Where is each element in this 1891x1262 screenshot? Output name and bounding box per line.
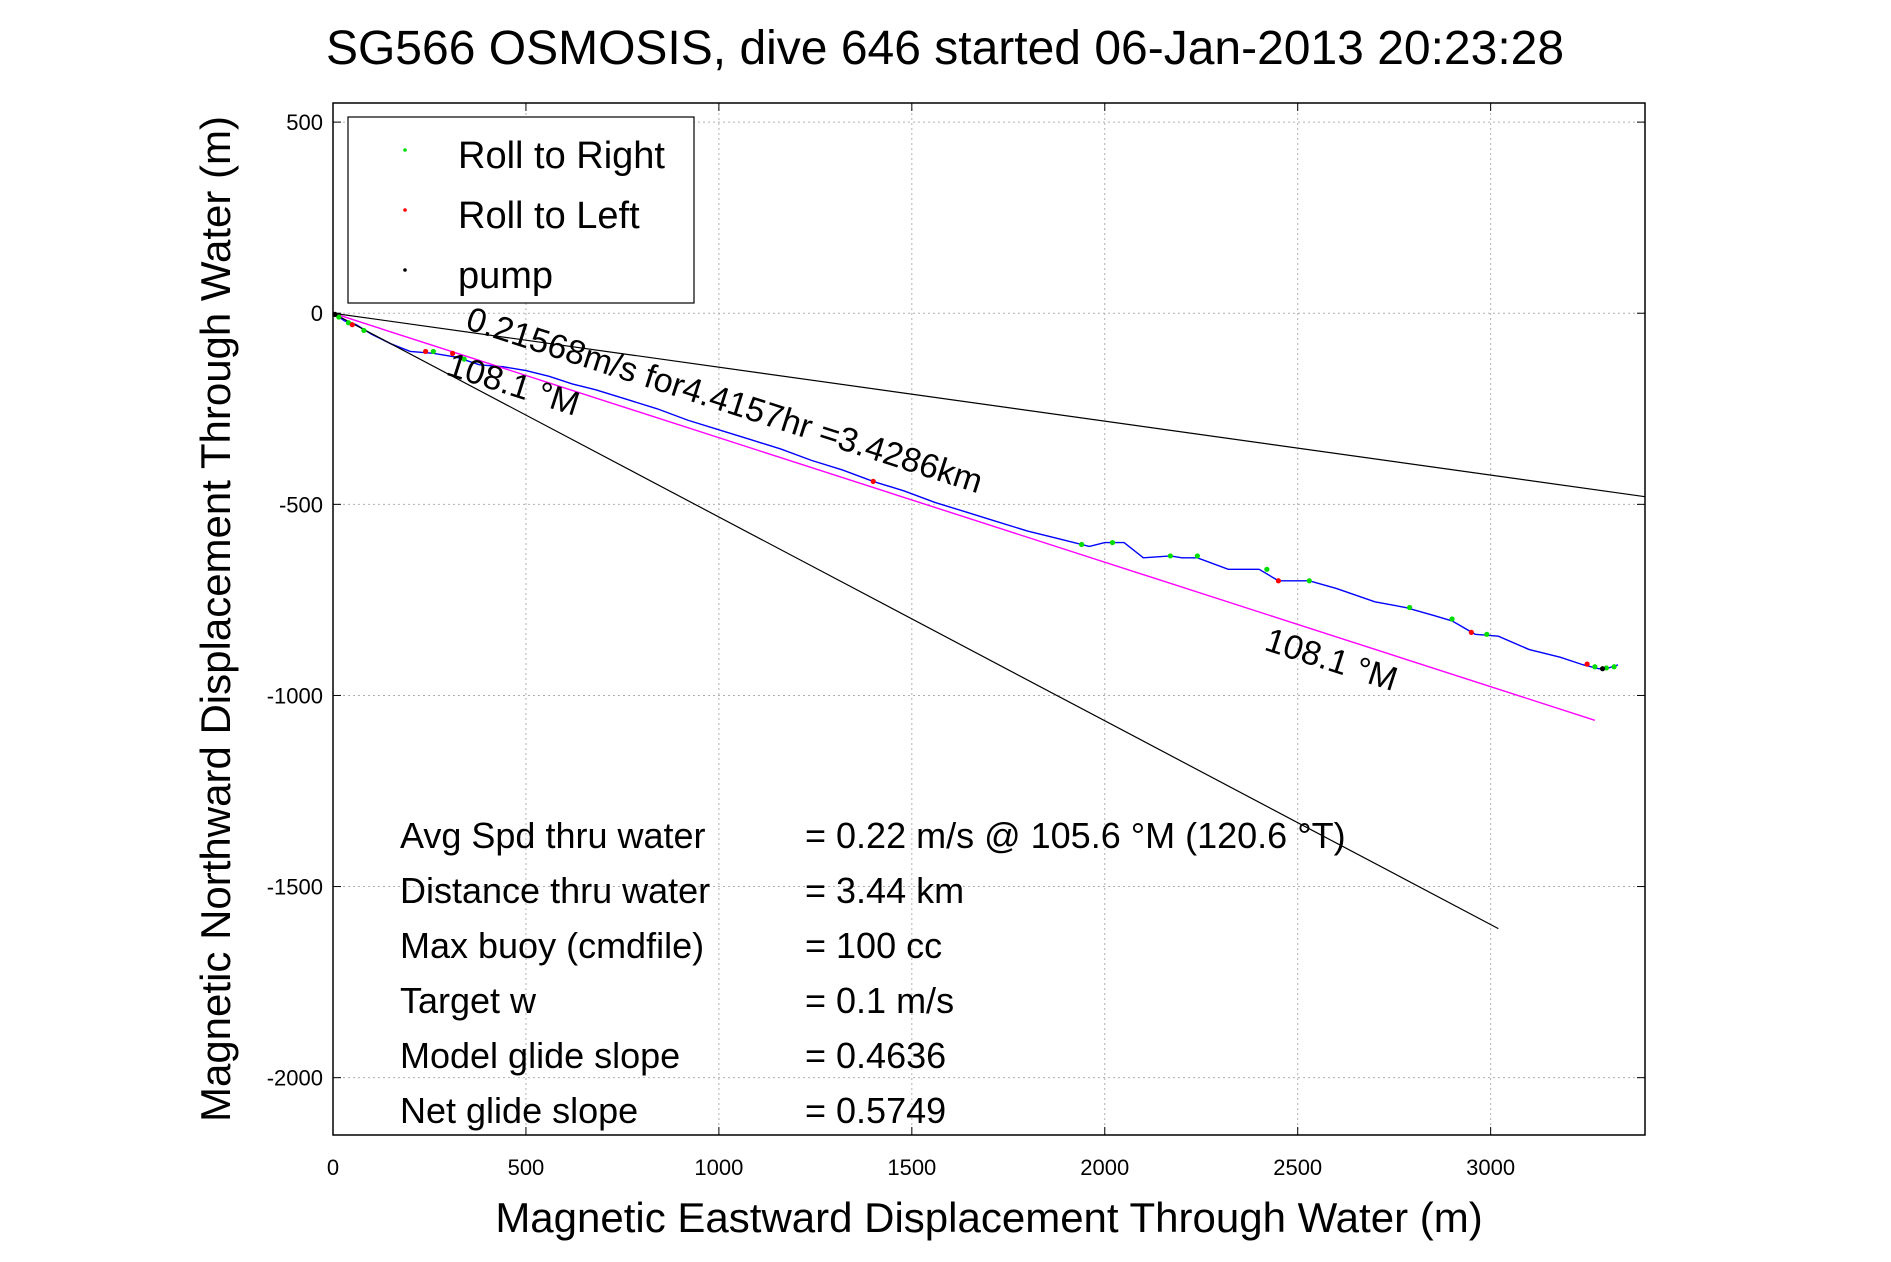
roll-left-marker	[349, 322, 355, 328]
roll-right-marker	[461, 356, 467, 362]
stat-label: Net glide slope	[400, 1090, 638, 1131]
roll-right-marker	[361, 327, 367, 334]
chart-title: SG566 OSMOSIS, dive 646 started 06-Jan-2…	[326, 22, 1564, 75]
legend-label: Roll to Right	[458, 135, 665, 177]
annotation-text: 108.1 °M	[1261, 621, 1403, 699]
stat-label: Target w	[400, 980, 537, 1021]
y-tick-label: -2000	[267, 1066, 323, 1091]
roll-right-marker	[1306, 578, 1312, 584]
y-tick-label: -500	[279, 492, 323, 517]
stat-value: = 0.5749	[805, 1090, 946, 1131]
y-tick-label: -1500	[267, 875, 323, 900]
y-tick-label: -1000	[267, 683, 323, 708]
roll-right-marker	[1592, 664, 1598, 670]
stat-label: Distance thru water	[400, 870, 710, 911]
roll-right-marker	[1611, 664, 1617, 670]
stat-label: Model glide slope	[400, 1035, 680, 1076]
x-axis-label: Magnetic Eastward Displacement Through W…	[495, 1194, 1482, 1241]
legend: Roll to Right Roll to Left pump	[347, 116, 695, 304]
legend-label: pump	[458, 255, 553, 297]
upper-bound-line	[332, 312, 1646, 498]
legend-marker	[403, 268, 407, 272]
lower-bound-line	[332, 312, 1499, 930]
legend-marker	[403, 208, 407, 212]
x-tick-label: 0	[327, 1155, 339, 1180]
roll-right-marker	[1079, 541, 1085, 548]
roll-right-marker	[1109, 539, 1116, 546]
pump-marker	[1599, 666, 1606, 672]
plot-lines	[332, 312, 1646, 930]
x-tick-label: 2500	[1273, 1155, 1322, 1180]
stat-value: = 3.44 km	[805, 870, 964, 911]
x-tick-label: 1000	[694, 1155, 743, 1180]
legend-marker	[403, 148, 407, 152]
roll-right-marker	[1449, 616, 1455, 622]
y-tick-label: 0	[311, 301, 323, 326]
tick-labels: 0 500 1000 1500 2000 2500 3000 500 0 -500 -1000 -15…	[267, 110, 1515, 1180]
y-tick-label: 500	[286, 110, 323, 135]
x-tick-label: 2000	[1080, 1155, 1129, 1180]
roll-right-marker	[1484, 631, 1490, 637]
stat-value: = 100 cc	[805, 925, 942, 966]
stats-block: Avg Spd thru water = 0.22 m/s @ 105.6 °M …	[400, 815, 1346, 1131]
plot-markers	[332, 311, 1617, 672]
legend-label: Roll to Left	[458, 195, 640, 237]
x-tick-label: 1500	[887, 1155, 936, 1180]
roll-left-marker	[1275, 578, 1282, 584]
heading-line	[332, 312, 1596, 721]
y-axis-label: Magnetic Northward Displacement Through …	[192, 116, 239, 1122]
stat-value: = 0.22 m/s @ 105.6 °M (120.6 °T)	[805, 815, 1346, 856]
x-tick-label: 500	[508, 1155, 545, 1180]
stat-label: Max buoy (cmdfile)	[400, 925, 704, 966]
roll-left-marker	[1584, 661, 1590, 667]
stat-label: Avg Spd thru water	[400, 815, 706, 856]
roll-right-marker	[1194, 553, 1200, 559]
stat-value: = 0.1 m/s	[805, 980, 954, 1021]
roll-left-marker	[1468, 629, 1474, 635]
roll-right-marker	[336, 314, 342, 320]
axes-frame	[332, 102, 1646, 1136]
x-tick-label: 3000	[1466, 1155, 1515, 1180]
roll-right-marker	[345, 320, 352, 326]
roll-right-marker	[1167, 553, 1173, 559]
roll-left-marker	[423, 348, 429, 355]
roll-right-marker	[1264, 566, 1270, 572]
roll-left-marker	[870, 478, 876, 484]
stat-value: = 0.4636	[805, 1035, 946, 1076]
roll-right-marker	[1603, 665, 1610, 671]
roll-right-marker	[430, 348, 436, 355]
roll-right-marker	[1407, 604, 1413, 611]
roll-left-marker	[450, 350, 456, 356]
